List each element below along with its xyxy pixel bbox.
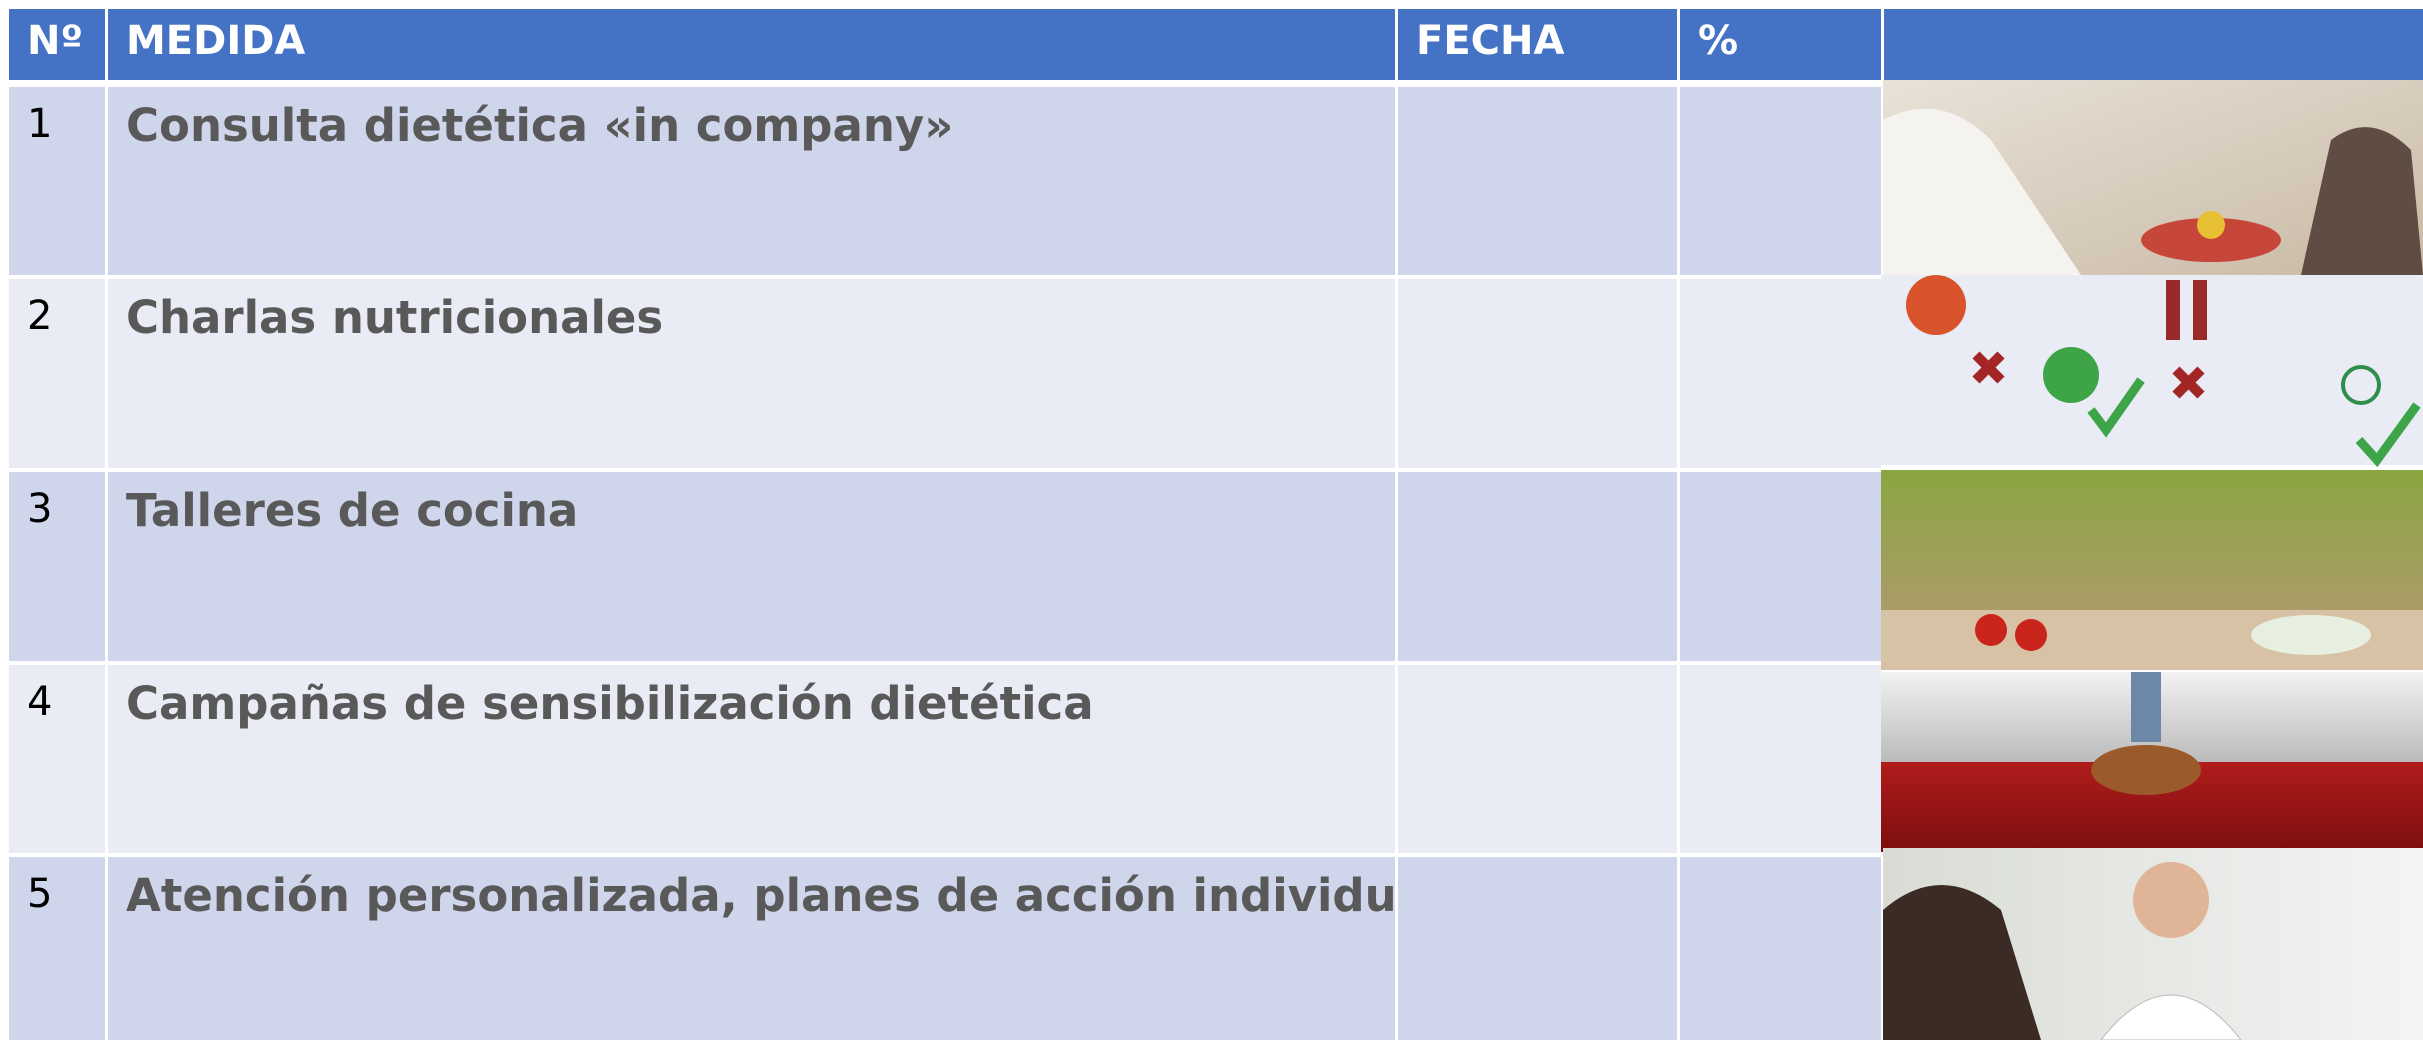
row-cell xyxy=(1398,665,1677,853)
row-cell xyxy=(1398,472,1677,661)
row-number: 2 xyxy=(9,279,105,468)
illustrations xyxy=(1881,80,2423,1040)
header-cell: Nº xyxy=(9,9,105,80)
row-cell xyxy=(1680,857,1881,1040)
row-number: 1 xyxy=(9,87,105,275)
icons-nutrition xyxy=(1881,275,2423,468)
row-measure: Campañas de sensibilización dietética xyxy=(108,665,1395,853)
photo-artery xyxy=(1881,672,2423,852)
row-cell xyxy=(1680,87,1881,275)
row-cell xyxy=(1680,472,1881,661)
row-cell xyxy=(1680,279,1881,468)
row-measure: Atención personalizada, planes de acción… xyxy=(108,857,1500,1040)
row-cell xyxy=(1398,87,1677,275)
header-cell: MEDIDA xyxy=(108,9,1395,80)
photo-cooking xyxy=(1881,470,2423,670)
header-cell: FECHA xyxy=(1398,9,1677,80)
row-cell xyxy=(1680,665,1881,853)
header-cell: % xyxy=(1680,9,1881,80)
row-number: 5 xyxy=(9,857,105,1040)
row-number: 3 xyxy=(9,472,105,661)
photo-doctor xyxy=(1883,848,2423,1040)
row-number: 4 xyxy=(9,665,105,853)
row-measure: Charlas nutricionales xyxy=(108,279,1395,468)
row-measure: Consulta dietética «in company» xyxy=(108,87,1395,275)
photo-consultation xyxy=(1883,80,2423,275)
row-cell xyxy=(1398,279,1677,468)
row-measure: Talleres de cocina xyxy=(108,472,1395,661)
row-cell xyxy=(1398,857,1677,1040)
header-cell xyxy=(1884,9,2423,80)
